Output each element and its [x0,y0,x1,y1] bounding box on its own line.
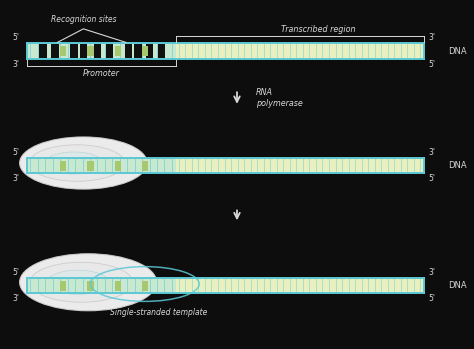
Bar [60,161,66,171]
Text: Transcribed region: Transcribed region [281,25,356,35]
Bar [70,44,78,58]
Bar [87,46,94,56]
Ellipse shape [45,152,102,174]
Text: 3': 3' [428,268,436,277]
Bar [60,281,66,291]
Text: DNA: DNA [448,161,467,170]
Text: 3': 3' [13,174,19,184]
Bar [125,44,132,58]
Text: DNA: DNA [448,47,467,55]
Ellipse shape [19,254,156,311]
Bar [142,281,148,291]
Text: Promoter: Promoter [82,69,119,78]
Bar [157,44,165,58]
Text: Recognition sites: Recognition sites [51,15,116,24]
Bar [175,278,424,294]
Bar [175,44,424,59]
Bar [27,158,175,173]
Text: Single-stranded template: Single-stranded template [110,308,208,317]
Bar [87,161,94,171]
Bar [94,44,101,58]
Bar [146,44,154,58]
Bar [142,161,148,171]
Bar [60,46,66,56]
Ellipse shape [29,145,125,181]
Bar [115,46,121,56]
Bar [175,158,424,173]
Bar [134,44,142,58]
Bar [27,44,175,59]
Text: DNA: DNA [448,281,467,290]
Bar [142,46,148,56]
Text: 5': 5' [428,295,436,303]
Text: 5': 5' [13,148,19,157]
Text: 5': 5' [13,34,19,43]
Bar [39,44,47,58]
Text: RNA
polymerase: RNA polymerase [256,88,303,108]
Bar [51,44,59,58]
Bar [80,44,87,58]
Text: 3': 3' [13,295,19,303]
Bar [87,281,94,291]
Ellipse shape [30,262,133,302]
Text: 3': 3' [428,34,436,43]
Text: 3': 3' [428,148,436,157]
Bar [115,281,121,291]
Text: 3': 3' [13,60,19,69]
Ellipse shape [19,137,147,189]
Text: 5': 5' [428,174,436,184]
Bar [27,278,175,294]
Text: 5': 5' [428,60,436,69]
Bar [115,161,121,171]
Text: 5': 5' [13,268,19,277]
Ellipse shape [47,270,109,294]
Bar [106,44,113,58]
